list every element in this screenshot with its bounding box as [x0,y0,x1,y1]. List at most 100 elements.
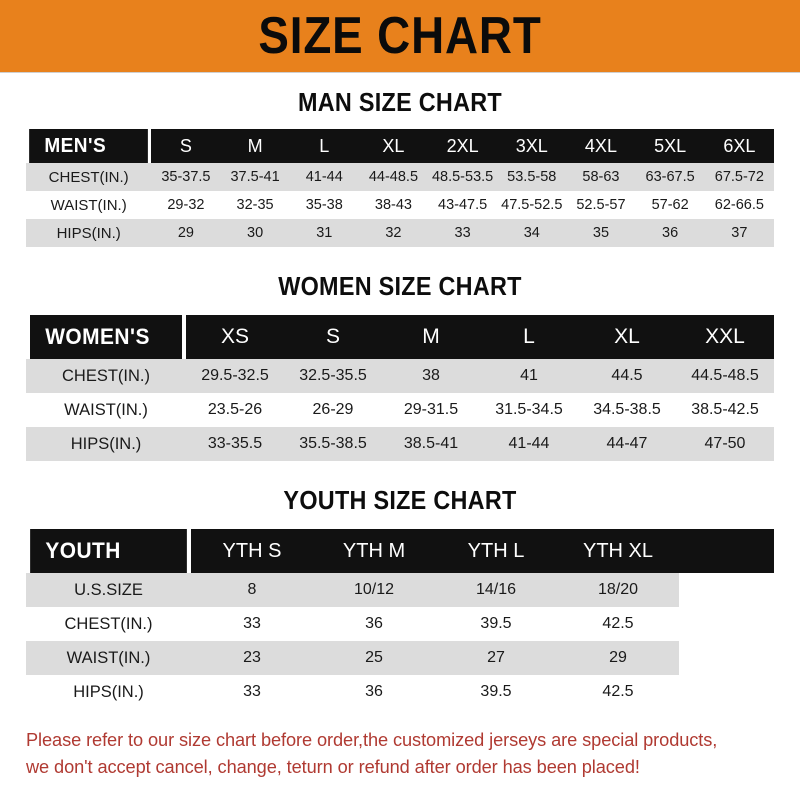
measurement-value: 39.5 [435,675,557,709]
measurement-value: 57-62 [635,191,705,219]
measurement-value: 53.5-58 [497,163,567,191]
measurement-value: 27 [435,641,557,675]
measurement-value: 42.5 [557,675,679,709]
measurement-label: CHEST(IN.) [26,359,186,393]
measurement-label: CHEST(IN.) [26,163,152,191]
measurement-value: 39.5 [435,607,557,641]
measurement-label: HIPS(IN.) [26,427,186,461]
man-size-table: MEN'S S M L XL 2XL 3XL 4XL 5XL 6XL CHEST(IN.) 35-37… [26,129,774,247]
measurement-value: 38.5-41 [382,427,480,461]
measurement-value: 37 [704,219,774,247]
measurement-value: 48.5-53.5 [428,163,498,191]
measurement-value: 25 [313,641,435,675]
size-column-header: YTH XL [557,529,679,573]
measurement-value: 18/20 [557,573,679,607]
table-row: CHEST(IN.) 35-37.5 37.5-41 41-44 44-48.5 48.5… [26,163,774,191]
size-column-header-empty [679,529,774,573]
size-column-header: XS [186,315,284,359]
size-column-header: YTH L [435,529,557,573]
size-column-header: XL [578,315,676,359]
measurement-value: 29 [557,641,679,675]
women-size-section: WOMEN SIZE CHART WOMEN'S XS S M L XL XXL CHEST(… [0,273,800,461]
measurement-value: 33-35.5 [186,427,284,461]
table-row: WAIST(IN.) 29-32 32-35 35-38 38-43 43-47.5 47.… [26,191,774,219]
measurement-label: HIPS(IN.) [26,219,152,247]
youth-section-title: YOUTH SIZE CHART [283,485,517,515]
measurement-value: 62-66.5 [704,191,774,219]
youth-table-header-row: YOUTH YTH S YTH M YTH L YTH XL [26,529,774,573]
table-row: CHEST(IN.) 29.5-32.5 32.5-35.5 38 41 44.5 44.5… [26,359,774,393]
measurement-value: 8 [191,573,313,607]
size-column-header: M [220,129,290,163]
measurement-value: 43-47.5 [428,191,498,219]
measurement-value: 58-63 [566,163,636,191]
table-row: U.S.SIZE 8 10/12 14/16 18/20 [26,573,774,607]
measurement-value-empty [679,573,774,607]
measurement-value: 23.5-26 [186,393,284,427]
table-row: WAIST(IN.) 23.5-26 26-29 29-31.5 31.5-34.5 34… [26,393,774,427]
size-column-header: 2XL [428,129,498,163]
measurement-value: 35-37.5 [151,163,221,191]
footer-disclaimer: Please refer to our size chart before or… [26,727,763,781]
measurement-value: 38.5-42.5 [676,393,774,427]
measurement-value-empty [679,641,774,675]
size-column-header: L [480,315,578,359]
measurement-value: 33 [428,219,498,247]
table-row: HIPS(IN.) 33 36 39.5 42.5 [26,675,774,709]
measurement-value: 36 [635,219,705,247]
measurement-value: 47-50 [676,427,774,461]
measurement-value: 32-35 [220,191,290,219]
page-banner: SIZE CHART [0,0,800,73]
size-column-header: 5XL [635,129,705,163]
measurement-value: 41 [480,359,578,393]
measurement-value: 41-44 [480,427,578,461]
measurement-value: 37.5-41 [220,163,290,191]
measurement-value: 10/12 [313,573,435,607]
size-column-header: 6XL [704,129,774,163]
measurement-value: 31.5-34.5 [480,393,578,427]
measurement-value: 35.5-38.5 [284,427,382,461]
measurement-value: 44.5-48.5 [676,359,774,393]
size-column-header: YTH M [313,529,435,573]
women-table-header-row: WOMEN'S XS S M L XL XXL [26,315,774,359]
size-column-header: XXL [676,315,774,359]
measurement-label: CHEST(IN.) [26,607,191,641]
measurement-value: 63-67.5 [635,163,705,191]
measurement-label: HIPS(IN.) [26,675,191,709]
measurement-label: U.S.SIZE [26,573,191,607]
measurement-value: 23 [191,641,313,675]
measurement-value: 32 [358,219,429,247]
youth-header-label: YOUTH [30,529,187,573]
size-column-header: XL [358,129,429,163]
measurement-value: 38-43 [358,191,429,219]
women-header-label: WOMEN'S [30,315,182,359]
measurement-value: 26-29 [284,393,382,427]
measurement-value-empty [679,675,774,709]
measurement-value: 35 [566,219,636,247]
measurement-value: 44-47 [578,427,676,461]
measurement-label: WAIST(IN.) [26,191,152,219]
measurement-value: 30 [220,219,290,247]
page-title: SIZE CHART [258,7,542,65]
size-column-header: S [284,315,382,359]
table-row: HIPS(IN.) 29 30 31 32 33 34 35 36 37 [26,219,774,247]
man-size-section: MAN SIZE CHART MEN'S S M L XL 2XL 3XL 4XL 5XL 6XL… [0,89,800,247]
measurement-value: 38 [382,359,480,393]
measurement-value: 33 [191,675,313,709]
man-header-label: MEN'S [29,129,149,163]
size-column-header: 3XL [497,129,567,163]
measurement-value: 34.5-38.5 [578,393,676,427]
measurement-value: 44.5 [578,359,676,393]
measurement-value-empty [679,607,774,641]
size-column-header: YTH S [191,529,313,573]
man-table-header-row: MEN'S S M L XL 2XL 3XL 4XL 5XL 6XL [26,129,774,163]
measurement-value: 33 [191,607,313,641]
measurement-value: 36 [313,607,435,641]
youth-size-section: YOUTH SIZE CHART YOUTH YTH S YTH M YTH L YTH… [0,487,800,709]
measurement-value: 42.5 [557,607,679,641]
man-section-title: MAN SIZE CHART [298,87,502,117]
measurement-value: 29 [151,219,221,247]
measurement-value: 29.5-32.5 [186,359,284,393]
table-row: WAIST(IN.) 23 25 27 29 [26,641,774,675]
measurement-value: 32.5-35.5 [284,359,382,393]
